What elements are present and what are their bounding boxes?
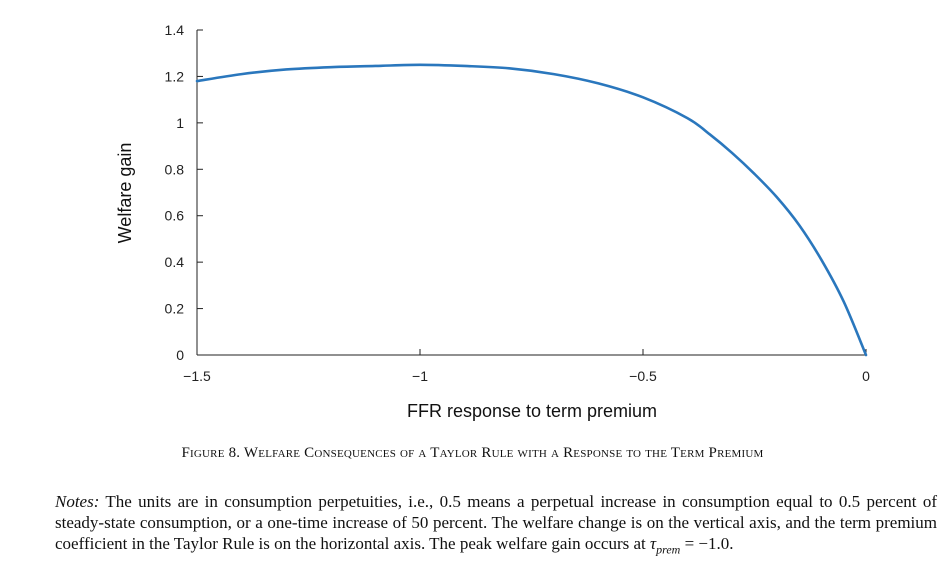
chart-series	[195, 63, 868, 357]
welfare-chart: 0 0.2 0.4 0.6 0.8 1 1.2 1.4 −1.5 −1 −0.5 0 FFR resp…	[115, 22, 871, 421]
x-tick-label: −1	[412, 368, 428, 384]
notes-body: The units are in consumption perpetuitie…	[55, 492, 937, 553]
notes-lead: Notes:	[55, 492, 100, 511]
tau-subscript: prem	[656, 542, 681, 557]
x-tick-label: 0	[862, 368, 870, 384]
y-tick-label: 1.2	[165, 68, 185, 84]
figure-caption: Figure 8. Welfare Consequences of a Tayl…	[0, 445, 945, 462]
y-tick-label: 0.6	[165, 208, 185, 224]
y-tick-label: 0.4	[165, 254, 185, 270]
x-tick-label: −1.5	[183, 368, 211, 384]
notes-tail: = −1.0.	[680, 534, 734, 553]
chart-axes	[196, 29, 867, 356]
y-axis-title: Welfare gain	[115, 143, 135, 244]
y-tick-label: 0.2	[165, 301, 185, 317]
caption-text: Welfare Consequences of a Taylor Rule wi…	[243, 445, 764, 461]
chart-tick-labels: 0 0.2 0.4 0.6 0.8 1 1.2 1.4 −1.5 −1 −0.5 0	[165, 22, 871, 384]
y-tick-label: 0.8	[165, 161, 185, 177]
x-tick-label: −0.5	[629, 368, 657, 384]
caption-prefix: Figure 8.	[181, 445, 244, 461]
x-axis-title: FFR response to term premium	[407, 401, 657, 421]
y-tick-label: 1.4	[165, 22, 185, 38]
tau-symbol: τ	[650, 534, 657, 553]
welfare-line	[195, 63, 868, 357]
y-tick-label: 1	[176, 115, 184, 131]
figure-notes: Notes: The units are in consumption perp…	[55, 491, 937, 560]
y-tick-label: 0	[176, 347, 184, 363]
